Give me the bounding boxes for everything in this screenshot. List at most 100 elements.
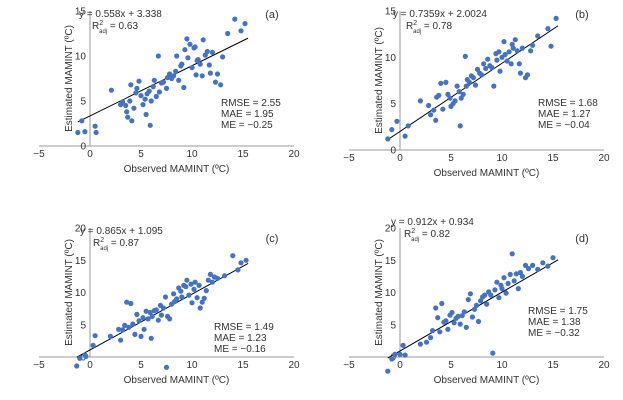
data-point — [431, 107, 437, 113]
data-point — [507, 271, 513, 277]
data-point — [225, 30, 231, 37]
data-point — [490, 350, 496, 356]
data-point — [174, 296, 180, 302]
data-point — [77, 355, 83, 361]
data-point — [492, 287, 498, 293]
r2-symbol: R — [404, 229, 411, 240]
data-point — [83, 353, 89, 359]
data-point — [443, 318, 449, 324]
data-point — [504, 58, 510, 64]
data-point — [130, 321, 136, 327]
data-point — [82, 129, 88, 135]
x-tick-label: 20 — [598, 153, 610, 164]
data-point — [475, 318, 482, 325]
data-point — [417, 341, 423, 347]
data-point — [513, 271, 519, 277]
regression-equation: y = 0.865x + 1.095 — [80, 226, 163, 237]
data-point — [484, 301, 490, 307]
y-tick-label: 10 — [385, 53, 397, 64]
x-tick-label: 5 — [138, 360, 144, 371]
data-point — [392, 351, 398, 357]
data-point — [483, 65, 489, 72]
data-point — [494, 57, 500, 63]
y-tick-label: 5 — [80, 320, 86, 331]
y-tick-label: 5 — [390, 320, 396, 331]
y-tick-label: 5 — [390, 99, 396, 110]
data-point — [125, 114, 131, 120]
data-point — [163, 85, 170, 91]
data-point — [517, 269, 524, 276]
r2-symbol: R — [406, 21, 413, 32]
data-point — [435, 315, 441, 321]
r2-value: = 0.87 — [108, 238, 139, 249]
regression-equation: y = 0.912x + 0.934 — [391, 217, 474, 228]
data-point — [472, 82, 479, 88]
data-point — [457, 321, 463, 327]
stat-line: RMSE = 2.55 — [221, 98, 281, 109]
data-point — [141, 326, 147, 332]
data-point — [212, 79, 219, 85]
data-point — [438, 80, 444, 86]
data-point — [92, 123, 98, 129]
y-tick-label: 15 — [385, 256, 397, 267]
data-point — [153, 307, 159, 313]
data-point — [149, 313, 155, 319]
data-point — [146, 88, 152, 94]
data-point — [466, 79, 472, 85]
data-point — [469, 314, 475, 320]
data-point — [550, 255, 556, 261]
data-point — [204, 48, 210, 55]
data-point — [206, 62, 212, 68]
data-point — [120, 99, 126, 105]
data-point — [151, 77, 157, 83]
data-point — [183, 284, 189, 290]
data-point — [187, 41, 193, 47]
data-point — [511, 278, 517, 284]
data-point — [553, 15, 559, 21]
data-point — [449, 309, 455, 316]
data-point — [158, 312, 164, 318]
data-point — [136, 318, 142, 324]
x-tick-label: −5 — [343, 153, 355, 164]
data-point — [530, 42, 536, 48]
y-axis-title: Estimated MAMINT (ºC) — [374, 27, 385, 134]
data-point — [460, 91, 466, 97]
r2-subscript: adj — [99, 29, 107, 35]
r2-symbol: R — [92, 21, 99, 32]
data-point — [496, 295, 502, 301]
data-point — [124, 109, 130, 115]
data-point — [528, 48, 534, 54]
data-point — [462, 53, 468, 60]
x-tick-label: 15 — [237, 149, 249, 160]
data-point — [230, 253, 236, 259]
r-squared-adj: R2 adj = 0.87 — [93, 237, 139, 252]
data-point — [485, 56, 491, 62]
x-axis-title: Observed MAMINT (ºC) — [434, 168, 540, 179]
data-point — [400, 342, 406, 348]
r2-subscript: adj — [413, 29, 421, 35]
data-point — [147, 309, 153, 316]
data-point — [548, 43, 554, 49]
r-squared-adj: R2 adj = 0.82 — [404, 228, 450, 243]
x-tick-label: 20 — [288, 360, 300, 371]
data-point — [235, 267, 241, 273]
y-tick-label: 0 — [80, 353, 86, 364]
data-point — [136, 78, 142, 84]
data-point — [238, 260, 244, 266]
data-point — [519, 45, 526, 51]
data-point — [124, 299, 130, 305]
data-point — [75, 129, 81, 136]
data-point — [129, 118, 135, 124]
data-point — [133, 90, 139, 96]
data-point — [178, 288, 184, 294]
panel-a: −5 0 5 10 15 20 0 5 10 15 Observed MAMINT (ºC) Esti… — [33, 7, 300, 176]
stat-line: MAE = 1.27 — [538, 109, 591, 120]
data-point — [123, 102, 129, 109]
r2-superscript: 2 — [411, 228, 415, 235]
data-point — [214, 71, 221, 77]
x-axis-title: Observed MAMINT (ºC) — [434, 375, 540, 386]
data-point — [188, 281, 194, 287]
stat-line: MAE = 1.38 — [528, 317, 581, 328]
data-point — [116, 326, 122, 332]
